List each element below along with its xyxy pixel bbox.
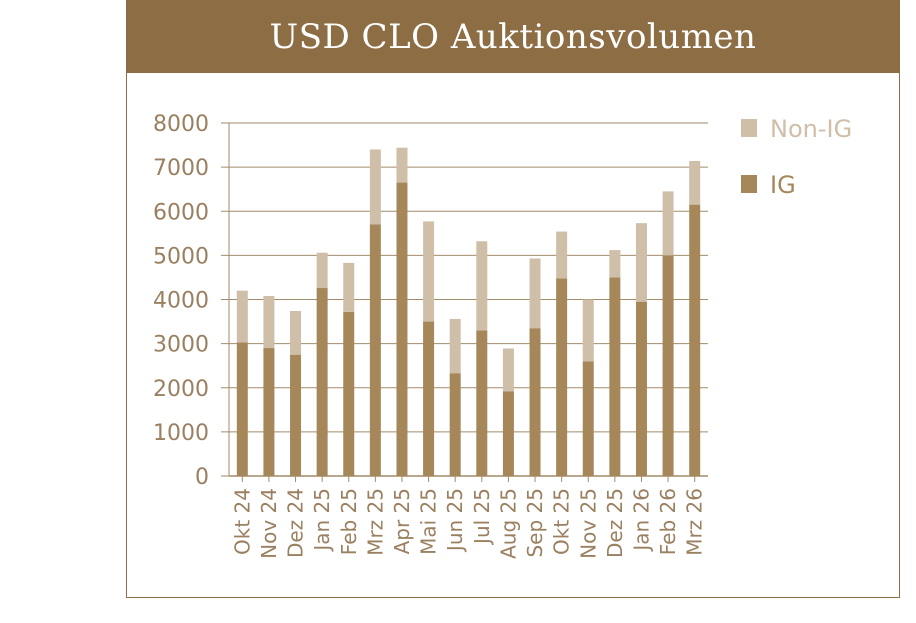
title-bar: USD CLO Auktionsvolumen xyxy=(127,1,899,73)
x-category-label: Mrz 25 xyxy=(363,488,387,556)
y-tick-label: 1000 xyxy=(153,421,209,446)
y-tick-label: 0 xyxy=(195,465,209,490)
bar-non-ig xyxy=(316,252,328,289)
x-category-label: Dez 24 xyxy=(284,488,308,558)
bar-ig xyxy=(343,311,355,476)
bar-non-ig xyxy=(582,299,594,362)
bar-ig xyxy=(396,182,408,476)
bar-non-ig xyxy=(609,250,621,278)
legend-label: IG xyxy=(770,171,796,199)
bar-ig xyxy=(423,321,435,476)
bar-non-ig xyxy=(476,241,488,331)
x-category-label: Mrz 26 xyxy=(683,488,707,556)
bar-ig xyxy=(263,348,275,476)
bar-ig xyxy=(556,278,568,476)
x-category-label: Jan 25 xyxy=(310,488,334,553)
x-category-label: Apr 25 xyxy=(390,488,414,554)
y-tick-label: 2000 xyxy=(153,377,209,402)
bar-non-ig xyxy=(343,262,355,312)
x-category-label: Feb 26 xyxy=(656,488,680,555)
x-category-label: Dez 25 xyxy=(603,488,627,558)
x-category-label: Feb 25 xyxy=(337,488,361,555)
bar-ig xyxy=(369,224,381,476)
bar-non-ig xyxy=(662,191,674,256)
x-category-label: Jan 26 xyxy=(629,488,653,553)
legend-swatch xyxy=(741,175,757,193)
bar-non-ig xyxy=(423,221,435,322)
bar-non-ig xyxy=(263,295,275,349)
bar-non-ig xyxy=(635,223,647,302)
y-tick-label: 3000 xyxy=(153,333,209,358)
x-category-label: Sep 25 xyxy=(523,488,547,558)
x-category-label: Jul 25 xyxy=(470,488,494,546)
legend-label: Non-IG xyxy=(770,115,852,143)
x-category-label: Okt 24 xyxy=(230,488,254,555)
x-category-label: Nov 24 xyxy=(257,488,281,559)
bar-non-ig xyxy=(369,149,381,225)
bar-non-ig xyxy=(529,258,541,329)
bar-ig xyxy=(529,328,541,476)
bar-non-ig xyxy=(290,310,302,355)
y-tick-label: 4000 xyxy=(153,289,209,314)
bar-ig xyxy=(635,301,647,476)
y-tick-label: 8000 xyxy=(153,112,209,137)
bar-ig xyxy=(502,391,514,476)
x-category-label: Aug 25 xyxy=(496,488,520,559)
x-category-label: Okt 25 xyxy=(550,488,574,555)
x-category-label: Jun 25 xyxy=(443,488,467,553)
bar-non-ig xyxy=(449,318,461,374)
bar-non-ig xyxy=(396,147,408,183)
bar-ig xyxy=(582,361,594,476)
legend-swatch xyxy=(741,119,757,137)
bar-ig xyxy=(236,342,248,476)
bar-ig xyxy=(449,373,461,476)
bar-ig xyxy=(476,330,488,476)
chart-title: USD CLO Auktionsvolumen xyxy=(269,17,757,57)
y-tick-label: 6000 xyxy=(153,200,209,225)
bar-ig xyxy=(662,255,674,476)
bar-non-ig xyxy=(556,231,568,279)
bar-non-ig xyxy=(236,290,248,343)
bar-non-ig xyxy=(502,348,514,392)
bar-ig xyxy=(316,288,328,476)
x-category-label: Mai 25 xyxy=(417,488,441,555)
x-category-label: Nov 25 xyxy=(576,488,600,559)
bar-ig xyxy=(689,204,701,476)
y-tick-label: 7000 xyxy=(153,156,209,181)
bar-ig xyxy=(290,354,302,476)
bar-non-ig xyxy=(689,160,701,205)
y-tick-label: 5000 xyxy=(153,244,209,269)
bar-ig xyxy=(609,277,621,476)
